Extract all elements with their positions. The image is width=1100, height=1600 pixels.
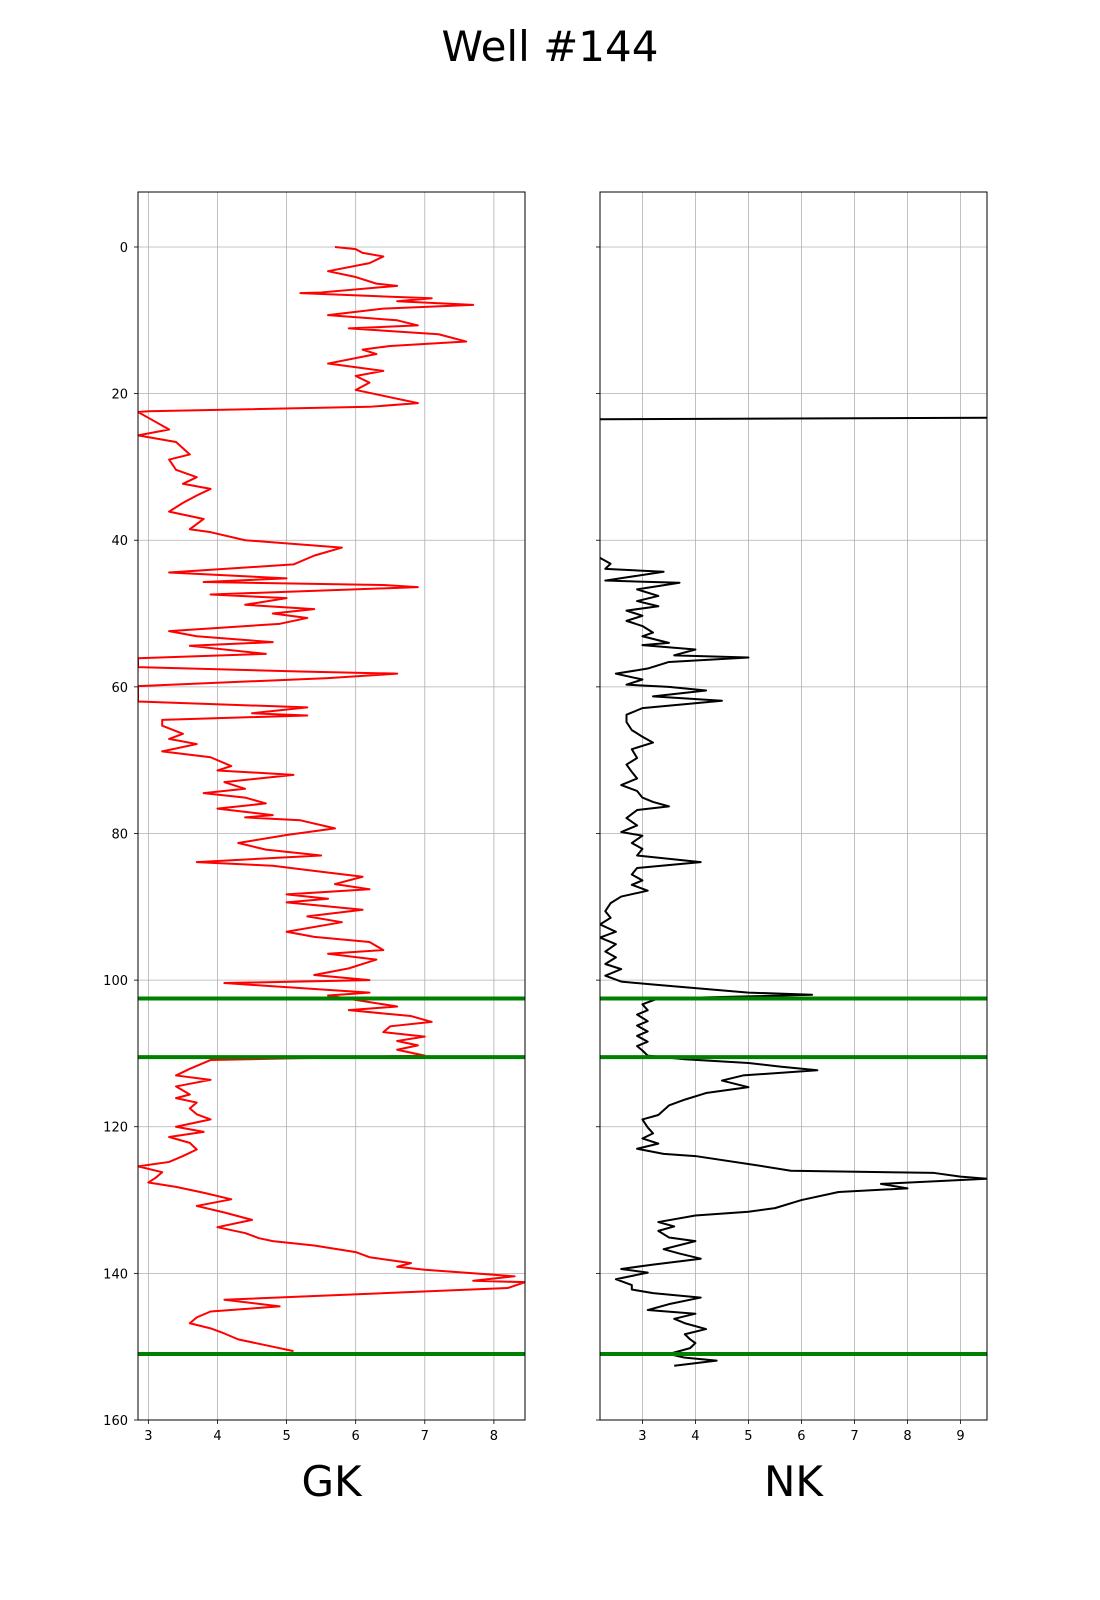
gk-ytick-label: 40 xyxy=(111,534,128,549)
gk-ytick-label: 160 xyxy=(103,1414,128,1429)
nk-xtick-label: 3 xyxy=(638,1429,646,1444)
gk-ytick-label: 60 xyxy=(111,681,128,696)
gk-xtick-label: 4 xyxy=(213,1429,221,1444)
gk-xtick-label: 3 xyxy=(144,1429,152,1444)
nk-axis-label: NK xyxy=(764,1457,824,1506)
nk-xtick-label: 9 xyxy=(956,1429,964,1444)
gk-xtick-label: 8 xyxy=(490,1429,498,1444)
nk-panel: 3 4 5 6 7 8 9 NK xyxy=(596,191,988,1506)
nk-frame xyxy=(599,191,988,1421)
gk-xtick-label: 6 xyxy=(352,1429,360,1444)
gk-ytick-label: 20 xyxy=(111,388,128,403)
gk-ytick-label: 100 xyxy=(103,974,128,989)
nk-xtick-label: 8 xyxy=(903,1429,911,1444)
gk-xtick-label: 5 xyxy=(282,1429,290,1444)
gk-ytick-label: 120 xyxy=(103,1121,128,1136)
gk-ytick-label: 80 xyxy=(111,827,128,842)
gk-xtick-label: 7 xyxy=(421,1429,429,1444)
nk-xtick-label: 7 xyxy=(850,1429,858,1444)
nk-xtick-label: 6 xyxy=(797,1429,805,1444)
gk-frame xyxy=(137,191,526,1421)
nk-xtick-label: 4 xyxy=(691,1429,699,1444)
chart-title: Well #144 xyxy=(441,22,659,71)
nk-series-line xyxy=(600,416,987,1367)
gk-series-line xyxy=(138,245,525,1353)
gk-ytick-label: 0 xyxy=(120,241,128,256)
gk-ytick-label: 140 xyxy=(103,1267,128,1282)
gk-axis-label: GK xyxy=(301,1457,363,1506)
nk-xtick-label: 5 xyxy=(744,1429,752,1444)
